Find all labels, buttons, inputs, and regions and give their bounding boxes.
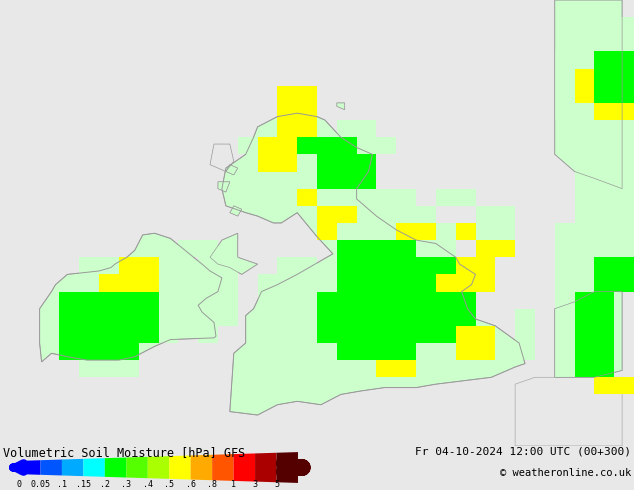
Polygon shape <box>226 165 238 175</box>
Polygon shape <box>276 452 298 483</box>
Text: .15: .15 <box>76 480 91 490</box>
Text: .2: .2 <box>100 480 110 490</box>
Text: © weatheronline.co.uk: © weatheronline.co.uk <box>500 468 631 478</box>
Text: 0.05: 0.05 <box>30 480 51 490</box>
Polygon shape <box>19 460 41 475</box>
Polygon shape <box>169 456 191 480</box>
Text: 3: 3 <box>252 480 257 490</box>
Text: .3: .3 <box>121 480 131 490</box>
Polygon shape <box>255 453 276 482</box>
Text: .1: .1 <box>57 480 67 490</box>
Polygon shape <box>148 456 169 479</box>
Polygon shape <box>337 103 345 110</box>
Polygon shape <box>212 454 233 481</box>
Text: .4: .4 <box>143 480 153 490</box>
Polygon shape <box>62 459 84 476</box>
Polygon shape <box>233 453 255 482</box>
Polygon shape <box>230 206 242 216</box>
Text: Fr 04-10-2024 12:00 UTC (00+300): Fr 04-10-2024 12:00 UTC (00+300) <box>415 446 631 456</box>
Polygon shape <box>210 233 257 274</box>
Polygon shape <box>191 455 212 480</box>
Polygon shape <box>555 0 622 189</box>
Polygon shape <box>555 292 622 377</box>
Polygon shape <box>105 458 126 478</box>
Text: 0: 0 <box>16 480 22 490</box>
Polygon shape <box>41 460 62 475</box>
Polygon shape <box>39 233 222 362</box>
Text: 5: 5 <box>274 480 279 490</box>
Polygon shape <box>515 377 622 446</box>
Text: 1: 1 <box>231 480 236 490</box>
Text: Volumetric Soil Moisture [hPa] GFS: Volumetric Soil Moisture [hPa] GFS <box>3 446 245 459</box>
Text: .8: .8 <box>207 480 217 490</box>
Polygon shape <box>222 113 525 415</box>
Text: .5: .5 <box>164 480 174 490</box>
Polygon shape <box>84 458 105 477</box>
Polygon shape <box>218 182 230 192</box>
Text: .6: .6 <box>186 480 196 490</box>
Polygon shape <box>126 457 148 478</box>
